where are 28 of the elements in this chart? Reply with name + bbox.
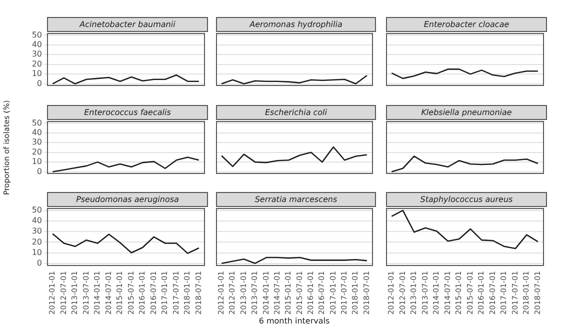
chart-title: Acinetobacter baumanii <box>47 16 208 32</box>
y-tick-label: 20 <box>32 237 42 246</box>
y-tick-label: 40 <box>32 216 42 226</box>
y-tick-label: 30 <box>32 138 42 147</box>
y-tick-label: 10 <box>32 157 42 166</box>
chart-title: Escherichia coli <box>216 104 376 120</box>
y-tick-label: 10 <box>32 248 42 257</box>
chart-title: Klebsiella pneumoniae <box>386 104 547 120</box>
y-tick-label: 40 <box>32 128 42 138</box>
y-tick-label: 10 <box>32 69 42 78</box>
chart-title: Aeromonas hydrophilia <box>216 16 376 32</box>
y-tick-label: 20 <box>32 147 42 156</box>
y-tick-label: 30 <box>32 50 42 59</box>
y-tick-label: 20 <box>32 59 42 68</box>
y-tick-label: 40 <box>32 40 42 50</box>
y-tick-label: 30 <box>32 226 42 236</box>
chart-title: Serratia marcescens <box>216 192 376 207</box>
y-tick-label: 0 <box>36 258 42 268</box>
y-tick-label: 0 <box>36 166 42 176</box>
y-tick-label: 50 <box>32 118 42 128</box>
chart-title: Enterococcus faecalis <box>47 104 208 120</box>
chart-title: Pseudomonas aeruginosa <box>47 192 208 207</box>
chart-title: Enterobacter cloacae <box>386 16 547 32</box>
y-tick-label: 0 <box>36 78 42 88</box>
y-tick-label: 50 <box>32 30 42 40</box>
x-axis-title: 6 month intervals <box>258 316 330 326</box>
y-tick-label: 50 <box>32 206 42 215</box>
chart-title: Staphylococcus aureus <box>386 192 547 207</box>
